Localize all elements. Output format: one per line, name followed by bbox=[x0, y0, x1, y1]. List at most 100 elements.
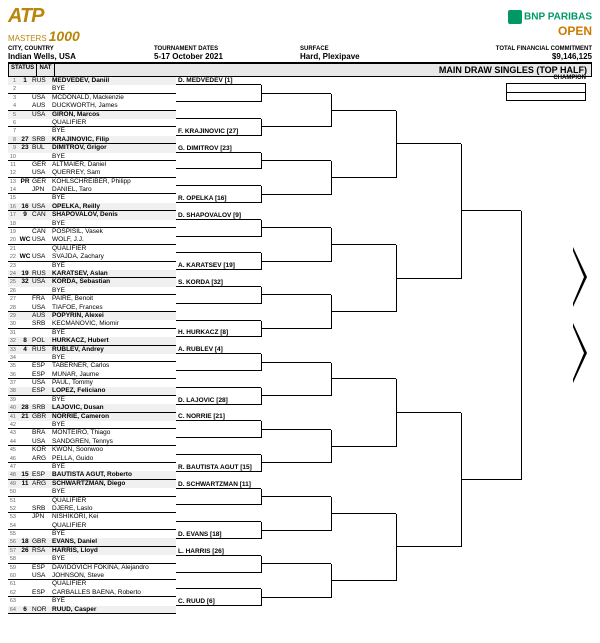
row-nat: ESP bbox=[32, 387, 52, 394]
row-name: QUALIFIER bbox=[52, 522, 176, 529]
row-num: 10 bbox=[8, 153, 18, 160]
row-num: 59 bbox=[8, 564, 18, 571]
bracket-connector bbox=[396, 514, 397, 581]
row-num: 2 bbox=[8, 85, 18, 92]
row-seed bbox=[18, 564, 32, 571]
bracket-label: D. SHAPOVALOV [9] bbox=[176, 211, 261, 220]
row-nat bbox=[32, 530, 52, 537]
bracket-label bbox=[461, 471, 521, 480]
row-num: 12 bbox=[8, 169, 18, 176]
row-num: 17 bbox=[8, 211, 18, 218]
player-row: 55BYE bbox=[8, 530, 176, 538]
row-nat bbox=[32, 354, 52, 361]
bracket-label: A. RUBLEV [4] bbox=[176, 345, 261, 354]
row-num: 62 bbox=[8, 589, 18, 596]
row-seed bbox=[18, 329, 32, 336]
row-num: 22 bbox=[8, 253, 18, 260]
row-name: BYE bbox=[52, 194, 176, 201]
row-seed: 4 bbox=[18, 346, 32, 353]
row-name: BYE bbox=[52, 287, 176, 294]
row-seed bbox=[18, 387, 32, 394]
row-nat: SRB bbox=[32, 505, 52, 512]
row-num: 4 bbox=[8, 102, 18, 109]
row-seed: 26 bbox=[18, 547, 32, 554]
bracket-label bbox=[331, 370, 396, 379]
row-num: 49 bbox=[8, 480, 18, 487]
row-num: 46 bbox=[8, 455, 18, 462]
bracket-label bbox=[261, 421, 331, 430]
player-row: 5USAGIRON, Marcos bbox=[8, 111, 176, 119]
row-seed bbox=[18, 455, 32, 462]
row-num: 24 bbox=[8, 270, 18, 277]
bracket-chevrons bbox=[573, 247, 587, 399]
row-seed: 8 bbox=[18, 337, 32, 344]
row-num: 58 bbox=[8, 555, 18, 562]
row-seed bbox=[18, 262, 32, 269]
row-num: 38 bbox=[8, 387, 18, 394]
row-name: NISHIKORI, Kei bbox=[52, 513, 176, 520]
row-num: 42 bbox=[8, 421, 18, 428]
row-name: JOHNSON, Steve bbox=[52, 572, 176, 579]
bracket-label bbox=[176, 362, 261, 371]
bracket-label: R. OPELKA [16] bbox=[176, 194, 261, 203]
player-row: 61QUALIFIER bbox=[8, 580, 176, 588]
player-row: 50BYE bbox=[8, 488, 176, 496]
row-nat: ESP bbox=[32, 362, 52, 369]
row-num: 25 bbox=[8, 278, 18, 285]
bracket-label bbox=[261, 152, 331, 161]
info-surface: SURFACE Hard, Plexipave bbox=[300, 46, 446, 61]
title-bar: STATUS NAT MAIN DRAW SINGLES (TOP HALF) bbox=[8, 63, 592, 77]
player-row: 35ESPTABERNER, Carlos bbox=[8, 362, 176, 370]
player-row: 4815ESPBAUTISTA AGUT, Roberto bbox=[8, 471, 176, 479]
row-name: BYE bbox=[52, 488, 176, 495]
row-num: 64 bbox=[8, 606, 18, 613]
player-row: 179CANSHAPOVALOV, Denis bbox=[8, 211, 176, 219]
row-nat: GER bbox=[32, 178, 52, 185]
row-seed: 15 bbox=[18, 471, 32, 478]
row-num: 60 bbox=[8, 572, 18, 579]
row-nat: USA bbox=[32, 438, 52, 445]
surface-value: Hard, Plexipave bbox=[300, 52, 446, 61]
row-num: 6 bbox=[8, 119, 18, 126]
row-name: BYE bbox=[52, 555, 176, 562]
row-seed bbox=[18, 228, 32, 235]
row-nat bbox=[32, 580, 52, 587]
row-nat bbox=[32, 287, 52, 294]
bracket-connector bbox=[331, 94, 332, 128]
bracket-label: F. KRAJINOVIC [27] bbox=[176, 127, 261, 136]
row-nat bbox=[32, 194, 52, 201]
row-name: BYE bbox=[52, 421, 176, 428]
row-nat: RUS bbox=[32, 346, 52, 353]
row-name: KOHLSCHREIBER, Philipp bbox=[52, 178, 176, 185]
row-nat: USA bbox=[32, 379, 52, 386]
row-nat: GER bbox=[32, 161, 52, 168]
row-nat: CAN bbox=[32, 211, 52, 218]
row-nat: SRB bbox=[32, 136, 52, 143]
bracket-label: C. RUUD [6] bbox=[176, 597, 261, 606]
player-row: 3USAMCDONALD, Mackenzie bbox=[8, 94, 176, 102]
row-nat bbox=[32, 396, 52, 403]
prize-value: $9,146,125 bbox=[446, 52, 592, 61]
row-num: 32 bbox=[8, 337, 18, 344]
bracket-label bbox=[176, 379, 261, 388]
bracket-label: D. MEDVEDEV [1] bbox=[176, 76, 261, 85]
player-row: 827SRBKRAJINOVIC, Filip bbox=[8, 136, 176, 144]
row-nat bbox=[32, 497, 52, 504]
player-row: 328POLHURKACZ, Hubert bbox=[8, 337, 176, 345]
player-row: 2BYE bbox=[8, 85, 176, 93]
row-seed: 11 bbox=[18, 480, 32, 487]
row-name: KWON, Soonwoo bbox=[52, 446, 176, 453]
row-seed: WC bbox=[18, 236, 32, 243]
bracket-label: A. KARATSEV [19] bbox=[176, 261, 261, 270]
player-row: 29AUSPOPYRIN, Alexei bbox=[8, 312, 176, 320]
row-seed: 28 bbox=[18, 404, 32, 411]
row-nat: RSA bbox=[32, 547, 52, 554]
atp-masters: MASTERS bbox=[8, 34, 47, 43]
row-num: 47 bbox=[8, 463, 18, 470]
bracket-label bbox=[396, 404, 461, 413]
nat-header: NAT bbox=[37, 64, 55, 76]
player-row: 11RUSMEDVEDEV, Daniil bbox=[8, 77, 176, 85]
row-name: QUALIFIER bbox=[52, 119, 176, 126]
player-row: 38ESPLOPEZ, Feliciano bbox=[8, 387, 176, 395]
bracket-label: D. LAJOVIC [28] bbox=[176, 396, 261, 405]
